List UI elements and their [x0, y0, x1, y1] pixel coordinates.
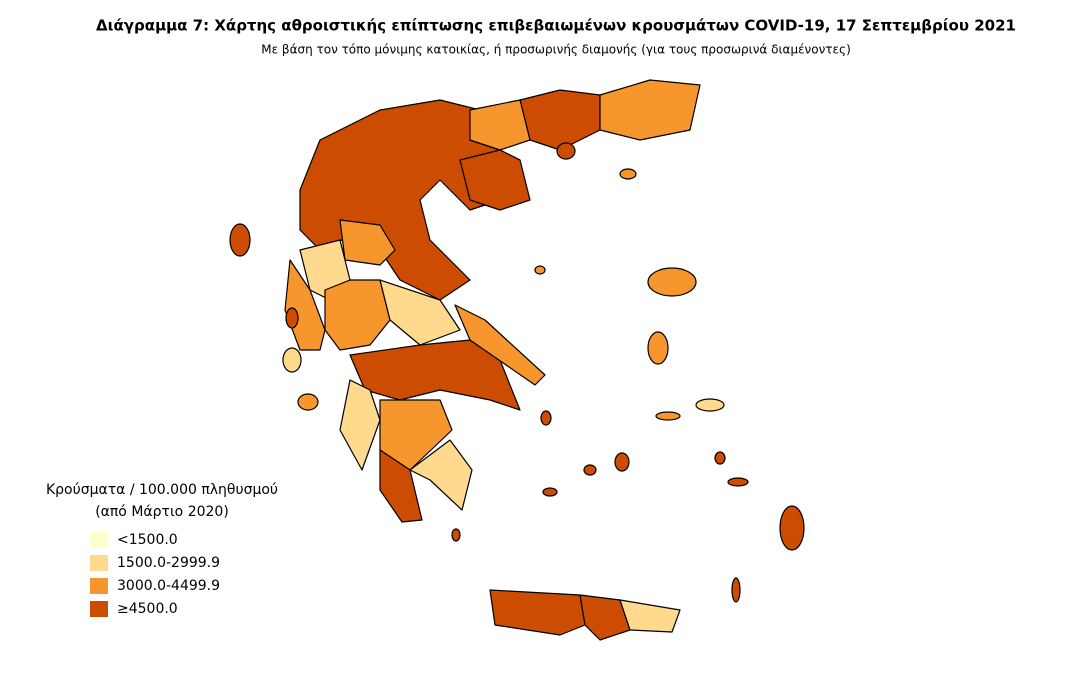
legend-label: <1500.0	[117, 532, 178, 548]
legend-label: 1500.0-2999.9	[117, 555, 220, 571]
island	[614, 452, 630, 472]
island	[731, 577, 741, 603]
island	[540, 410, 552, 426]
island	[655, 411, 681, 421]
legend-swatch	[90, 532, 108, 548]
region	[599, 79, 701, 141]
island	[542, 487, 558, 497]
island	[534, 265, 546, 275]
region	[409, 439, 473, 511]
legend-swatch	[90, 578, 108, 594]
title: Διάγραμμα 7: Χάρτης αθροιστικής επίπτωση…	[96, 17, 1016, 35]
island	[282, 347, 302, 373]
legend-title: Κρούσματα / 100.000 πληθυσμού	[46, 482, 278, 498]
region	[489, 589, 586, 636]
region	[519, 89, 601, 151]
island	[556, 142, 576, 160]
island	[714, 451, 726, 465]
subtitle: Με βάση τον τόπο μόνιμης κατοικίας, ή πρ…	[261, 43, 851, 57]
region	[339, 219, 396, 266]
legend-label: ≥4500.0	[117, 601, 178, 617]
island	[285, 307, 299, 329]
island	[647, 267, 697, 297]
island	[451, 528, 461, 542]
island	[695, 398, 725, 412]
island	[779, 505, 805, 551]
region	[379, 449, 423, 523]
region	[469, 99, 531, 151]
region	[454, 304, 546, 386]
legend-swatch	[90, 555, 108, 571]
island	[727, 477, 749, 487]
region	[379, 399, 453, 471]
region	[619, 599, 681, 633]
legend-swatch	[90, 601, 108, 617]
legend-title: (από Μάρτιο 2020)	[95, 504, 229, 520]
region	[339, 379, 381, 471]
region	[379, 279, 461, 346]
region	[459, 149, 531, 211]
greece-map	[229, 79, 805, 641]
island	[619, 168, 637, 180]
region	[579, 594, 631, 641]
region	[324, 279, 391, 351]
island	[229, 223, 251, 257]
legend-label: 3000.0-4499.9	[117, 578, 220, 594]
island	[297, 393, 319, 411]
region	[284, 259, 326, 351]
region	[349, 339, 521, 411]
legend: <1500.0 1500.0-2999.9 3000.0-4499.9 ≥4500.0	[90, 532, 220, 617]
island	[583, 464, 597, 476]
island	[647, 331, 669, 365]
